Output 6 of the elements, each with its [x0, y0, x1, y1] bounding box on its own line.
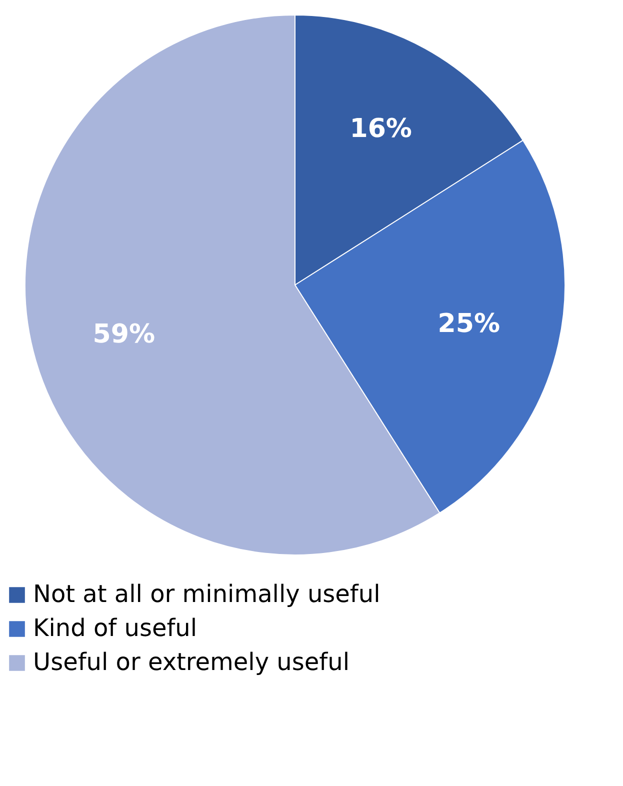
data-label: 25%: [438, 308, 500, 339]
data-label: 16%: [350, 114, 412, 144]
legend-label: Kind of useful: [33, 614, 198, 642]
legend-label: Useful or extremely useful: [33, 648, 350, 676]
data-label: 59%: [92, 320, 155, 350]
legend-label: Not at all or minimally useful: [33, 580, 380, 608]
